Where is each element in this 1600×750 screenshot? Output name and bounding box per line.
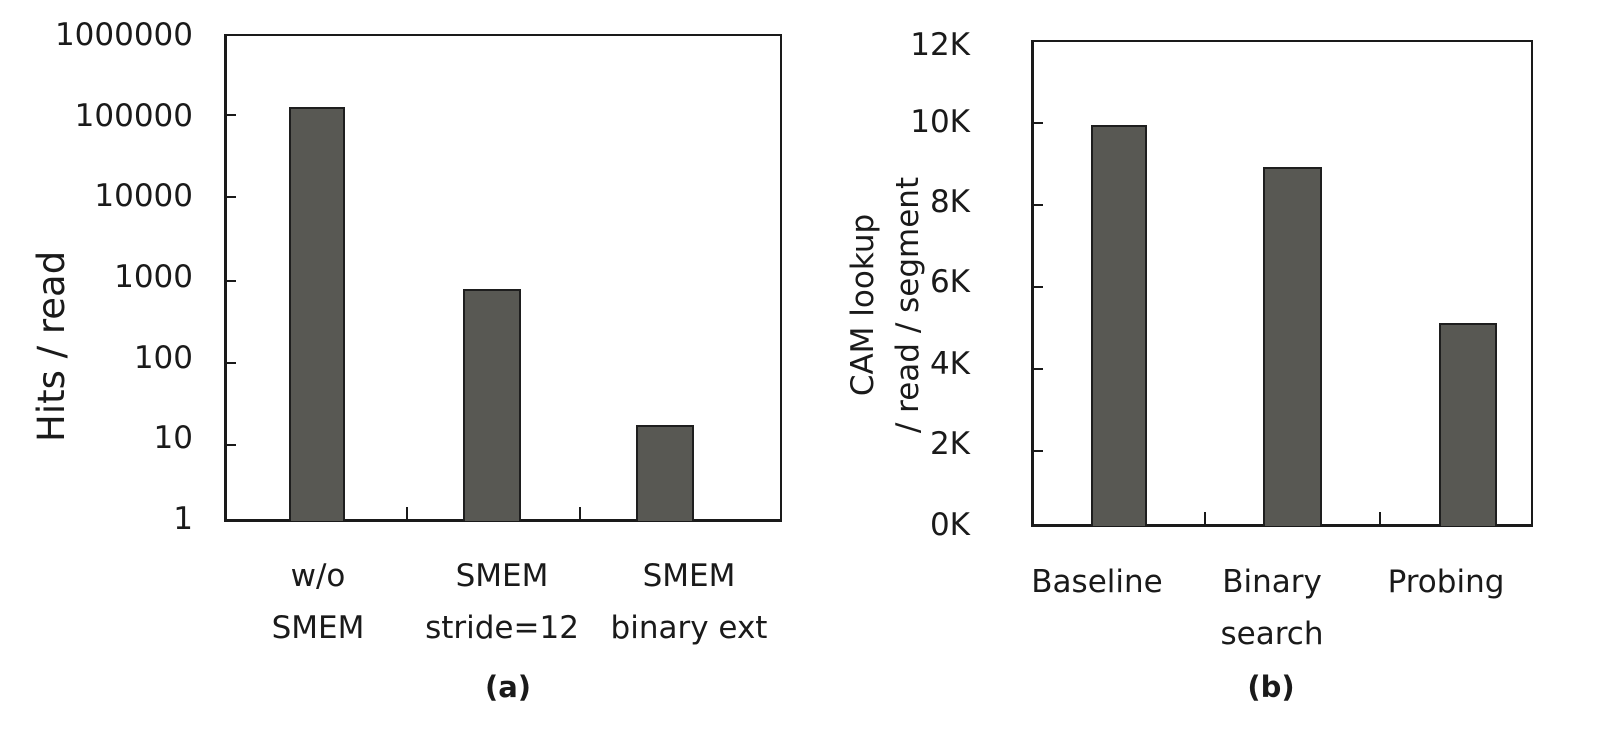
chart-a-ytick-label: 1000000 <box>54 17 193 53</box>
chart-a-ytick <box>227 196 236 198</box>
chart-a-ytick <box>227 280 236 282</box>
chart-b-ytick-label: 2K <box>929 426 970 462</box>
chart-a-ytick <box>227 444 236 446</box>
chart-b-ytick <box>1034 122 1043 124</box>
chart-a-bar-smem-binary-ext <box>636 425 694 521</box>
chart-b-plot-area <box>1031 40 1533 527</box>
chart-b-xtick-label: Probing <box>1387 564 1505 600</box>
chart-b-xtick <box>1204 512 1206 524</box>
chart-b-ytick-label: 10K <box>910 104 970 140</box>
chart-a-ytick <box>227 362 236 364</box>
chart-b-ytick <box>1034 204 1043 206</box>
chart-a-xtick <box>579 507 581 519</box>
chart-a-ytick-label: 100 <box>133 340 193 376</box>
chart-b-bar-probing <box>1439 323 1497 526</box>
chart-a-xtick-label: SMEM stride=12 <box>425 558 579 646</box>
chart-a-plot-area <box>224 34 782 522</box>
chart-a-ytick-label: 1000 <box>114 259 193 295</box>
chart-b-ytick-label: 6K <box>929 264 970 300</box>
chart-a-ytick-label: 10 <box>153 420 193 456</box>
chart-b-ytick <box>1034 450 1043 452</box>
chart-a-ytick-label: 10000 <box>94 178 193 214</box>
chart-b-ytick <box>1034 286 1043 288</box>
chart-b-xtick <box>1379 512 1381 524</box>
chart-a-bar-wo-smem <box>289 107 345 521</box>
chart-b-bar-baseline <box>1091 125 1147 526</box>
chart-a-xtick-label: SMEM binary ext <box>610 558 768 646</box>
chart-a-xtick-label: w/o SMEM <box>271 558 365 646</box>
chart-b-ytick-label: 8K <box>929 184 970 220</box>
chart-b-xtick-label: Baseline <box>1031 564 1163 600</box>
chart-a-bar-smem-stride12 <box>463 289 521 521</box>
chart-b-ytick-label: 4K <box>929 346 970 382</box>
chart-b-caption: (b) <box>1247 670 1295 704</box>
chart-a-ytick-label: 100000 <box>74 98 193 134</box>
chart-a-ytick-label: 1 <box>173 501 193 537</box>
chart-b-ytick <box>1034 368 1043 370</box>
chart-a-xtick <box>406 507 408 519</box>
chart-a-ytick <box>227 114 236 116</box>
chart-a-caption: (a) <box>484 670 532 704</box>
chart-b-xtick-label: Binary search <box>1220 564 1324 652</box>
chart-b-ytick-label: 0K <box>929 507 970 543</box>
chart-b-ytick-label: 12K <box>910 27 970 63</box>
chart-b-bar-binary-search <box>1263 167 1322 526</box>
